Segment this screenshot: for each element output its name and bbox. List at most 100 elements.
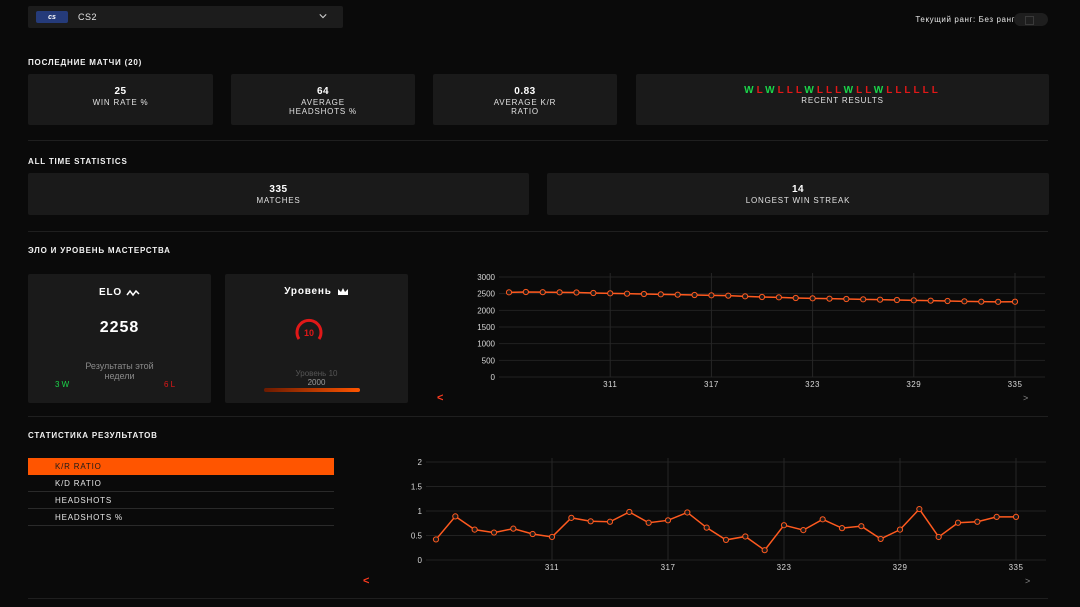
kr-ratio-label-2: RATIO [511, 107, 539, 116]
data-point[interactable] [978, 298, 985, 305]
data-point[interactable] [800, 527, 807, 534]
result-win: W [873, 85, 887, 96]
data-point[interactable] [780, 522, 788, 529]
result-loss: L [856, 85, 866, 96]
data-point[interactable] [722, 536, 730, 544]
data-point[interactable] [684, 509, 691, 516]
data-point[interactable] [935, 533, 942, 541]
data-point[interactable] [826, 295, 833, 302]
data-point[interactable] [568, 514, 575, 521]
data-point[interactable] [1012, 513, 1020, 520]
data-point[interactable] [640, 290, 648, 298]
data-point[interactable] [910, 297, 917, 304]
data-point[interactable] [775, 294, 782, 301]
data-point[interactable] [954, 519, 962, 526]
data-point[interactable] [761, 547, 768, 554]
data-point[interactable] [916, 505, 923, 513]
chart-prev-button[interactable]: < [363, 575, 369, 587]
data-point[interactable] [876, 296, 884, 303]
data-point[interactable] [893, 296, 901, 304]
y-tick-label: 1.5 [411, 483, 423, 492]
data-point[interactable] [539, 289, 546, 296]
x-tick-label: 329 [893, 563, 908, 572]
divider [28, 140, 1048, 141]
data-point[interactable] [490, 529, 498, 536]
y-tick-label: 2000 [477, 306, 495, 315]
result-loss: L [795, 85, 805, 96]
data-point[interactable] [645, 519, 652, 526]
y-tick-label: 1500 [477, 323, 495, 332]
game-selector[interactable]: cs CS2 [28, 6, 343, 28]
metric-tab-headshots[interactable]: HEADSHOTS [28, 492, 334, 509]
rank-toggle[interactable] [1014, 13, 1048, 26]
y-tick-label: 0.5 [411, 532, 423, 541]
data-point[interactable] [838, 525, 846, 532]
chart-next-button[interactable]: > [1023, 393, 1028, 403]
data-point[interactable] [691, 291, 698, 299]
data-point[interactable] [626, 508, 633, 516]
headshots-card: 64 AVERAGE HEADSHOTS % [231, 74, 415, 125]
data-point[interactable] [606, 518, 614, 525]
data-point[interactable] [590, 289, 597, 297]
series-line [435, 507, 1016, 552]
metric-tab-k-r-ratio[interactable]: K/R RATIO [28, 458, 334, 475]
data-point[interactable] [792, 294, 799, 302]
data-point[interactable] [860, 296, 867, 303]
data-point[interactable] [471, 526, 478, 533]
data-point[interactable] [993, 513, 1000, 520]
x-tick-label: 335 [1009, 563, 1024, 572]
data-point[interactable] [522, 288, 529, 296]
metric-tab-k-d-ratio[interactable]: K/D RATIO [28, 475, 334, 492]
data-point[interactable] [927, 297, 934, 304]
data-point[interactable] [432, 536, 440, 543]
divider [28, 231, 1048, 232]
data-point[interactable] [974, 518, 981, 525]
data-point[interactable] [556, 289, 563, 296]
data-point[interactable] [703, 524, 710, 531]
data-point[interactable] [510, 525, 517, 532]
win-rate-card: 25 WIN RATE % [28, 74, 213, 125]
metric-tab-headshots[interactable]: HEADSHOTS % [28, 509, 334, 526]
data-point[interactable] [843, 295, 850, 303]
data-point[interactable] [742, 293, 749, 300]
data-point[interactable] [809, 295, 816, 302]
data-point[interactable] [944, 297, 951, 305]
data-point[interactable] [505, 289, 513, 296]
data-point[interactable] [742, 533, 749, 540]
data-point[interactable] [587, 518, 594, 525]
x-tick-label: 317 [661, 563, 676, 572]
chart-prev-button[interactable]: < [437, 392, 443, 404]
data-point[interactable] [708, 292, 715, 299]
matches-label: MATCHES [256, 196, 301, 205]
data-point[interactable] [657, 291, 664, 298]
data-point[interactable] [725, 292, 732, 299]
result-loss: L [913, 85, 923, 96]
data-point[interactable] [819, 516, 826, 523]
data-point[interactable] [623, 290, 631, 297]
data-point[interactable] [607, 290, 614, 297]
kr-ratio-label-1: AVERAGE K/R [493, 98, 557, 107]
results-stats-title: СТАТИСТИКА РЕЗУЛЬТАТОВ [28, 431, 158, 440]
data-point[interactable] [896, 526, 904, 533]
data-point[interactable] [452, 513, 459, 520]
data-point[interactable] [758, 293, 766, 301]
level-label: Уровень 10 [295, 369, 338, 378]
chart-next-button[interactable]: > [1025, 576, 1030, 586]
headshots-label-2: HEADSHOTS % [289, 107, 357, 116]
current-rank: Текущий ранг: Без ранга [915, 15, 1020, 24]
data-point[interactable] [961, 298, 968, 305]
data-point[interactable] [573, 289, 580, 296]
data-point[interactable] [674, 291, 681, 298]
week-results-label: недели [104, 371, 135, 381]
data-point[interactable] [858, 523, 865, 530]
data-point[interactable] [529, 530, 536, 538]
data-point[interactable] [877, 535, 884, 543]
elo-value: 2258 [99, 319, 140, 336]
data-point[interactable] [548, 533, 556, 541]
y-tick-label: 2500 [477, 290, 495, 299]
data-point[interactable] [664, 517, 672, 524]
data-point[interactable] [995, 298, 1002, 305]
result-loss: L [865, 85, 874, 96]
data-point[interactable] [1011, 298, 1019, 305]
headshots-value: 64 [316, 86, 330, 97]
